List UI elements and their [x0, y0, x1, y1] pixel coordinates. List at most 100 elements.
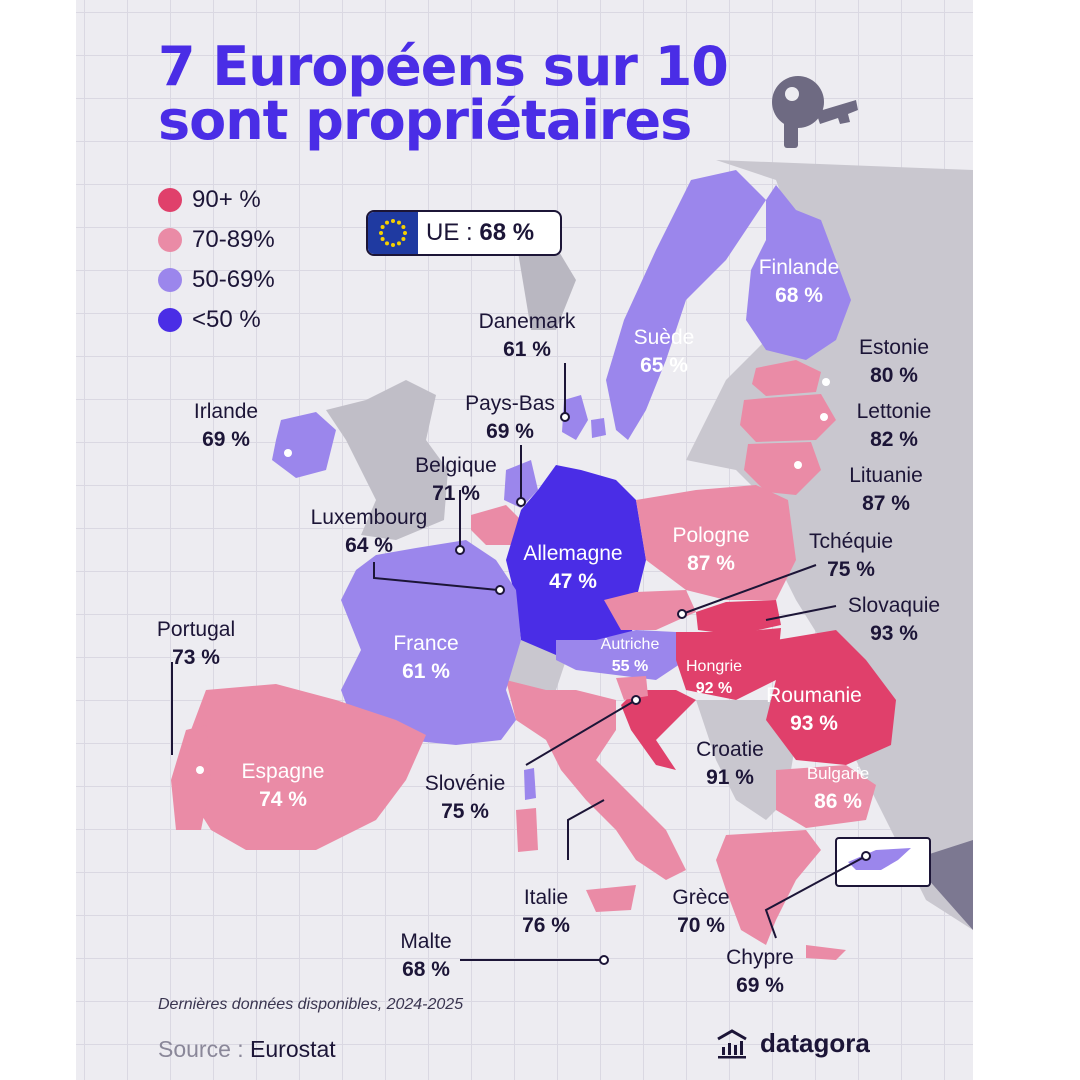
- country-name: Pologne: [672, 524, 750, 547]
- country-danemark: [562, 395, 606, 440]
- label-bulgarie: Bulgarie 86 %: [788, 760, 888, 816]
- country-bulgarie: [776, 765, 876, 828]
- label-italie: Italie 76 %: [496, 884, 596, 940]
- country-value: 68 %: [402, 958, 450, 981]
- label-tchequie: Tchéquie 75 %: [796, 528, 906, 584]
- label-france: France 61 %: [378, 630, 474, 686]
- country-value: 65 %: [640, 354, 688, 377]
- country-value: 64 %: [345, 534, 393, 557]
- country-name: Portugal: [156, 618, 236, 641]
- country-suede: [606, 170, 766, 440]
- country-name: Chypre: [726, 946, 794, 969]
- label-hongrie: Hongrie 92 %: [676, 656, 752, 700]
- label-luxembourg: Luxembourg 64 %: [294, 504, 444, 560]
- footnote: Dernières données disponibles, 2024-2025: [158, 996, 464, 1013]
- country-value: 92 %: [695, 680, 733, 697]
- label-malte: Malte 68 %: [376, 928, 476, 984]
- leader-lines: [171, 363, 867, 961]
- country-value: 93 %: [870, 622, 918, 645]
- brand-name: datagora: [760, 1028, 870, 1058]
- country-pologne: [636, 485, 796, 600]
- country-value: 68 %: [775, 284, 823, 307]
- label-grece: Grèce 70 %: [656, 884, 746, 940]
- eu-value: 68 %: [479, 219, 535, 246]
- country-value: 74 %: [259, 788, 307, 811]
- country-name: Croatie: [696, 738, 764, 761]
- country-name: Bulgarie: [806, 764, 870, 783]
- country-slovaquie: [696, 600, 781, 635]
- label-pologne: Pologne 87 %: [656, 522, 766, 578]
- brand-logo: datagora: [716, 1028, 870, 1059]
- country-france: [341, 540, 521, 745]
- legend-item-50-69: 50-69%: [158, 260, 275, 300]
- country-hongrie: [676, 628, 781, 700]
- label-lituanie: Lituanie 87 %: [831, 462, 941, 518]
- country-chypre: [848, 848, 911, 870]
- country-slovenie: [616, 676, 648, 700]
- country-value: 75 %: [827, 558, 875, 581]
- country-value: 61 %: [402, 660, 450, 683]
- eu-label: UE :: [426, 219, 473, 246]
- country-value: 47 %: [549, 570, 597, 593]
- country-value: 76 %: [522, 914, 570, 937]
- country-name: Estonie: [858, 336, 930, 359]
- country-name: Grèce: [672, 886, 730, 909]
- legend-label: 90+ %: [192, 186, 261, 213]
- country-name: Espagne: [241, 760, 325, 783]
- label-portugal: Portugal 73 %: [136, 616, 256, 672]
- label-estonie: Estonie 80 %: [844, 334, 944, 390]
- country-name: Lituanie: [849, 464, 923, 487]
- country-name: Roumanie: [766, 684, 862, 707]
- eu-average-text: UE : 68 %: [426, 219, 534, 247]
- country-value: 87 %: [862, 492, 910, 515]
- legend-swatch-90plus: [158, 188, 182, 212]
- country-name: Italie: [523, 886, 569, 909]
- country-value: 73 %: [172, 646, 220, 669]
- country-value: 69 %: [202, 428, 250, 451]
- country-name: Lettonie: [856, 400, 932, 423]
- label-chypre: Chypre 69 %: [712, 944, 808, 1000]
- label-belgique: Belgique 71 %: [396, 452, 516, 508]
- country-estonie: [752, 360, 821, 396]
- eu-average-badge: UE : 68 %: [366, 210, 562, 256]
- country-lituanie: [744, 442, 821, 495]
- country-value: 69 %: [736, 974, 784, 997]
- country-irlande: [272, 412, 336, 478]
- country-name: Pays-Bas: [465, 392, 555, 415]
- legend-item-90plus: 90+ %: [158, 180, 275, 220]
- label-finlande: Finlande 68 %: [744, 254, 854, 310]
- legend-label: <50 %: [192, 306, 261, 333]
- island-corse: [524, 768, 536, 800]
- country-portugal: [171, 725, 211, 830]
- page-title: 7 Européens sur 10 sont propriétaires: [158, 40, 729, 148]
- country-name: Suède: [633, 326, 695, 349]
- key-icon: [772, 76, 858, 148]
- label-irlande: Irlande 69 %: [176, 398, 276, 454]
- country-name: Slovaquie: [847, 594, 941, 617]
- country-espagne: [186, 684, 426, 850]
- country-name: France: [393, 632, 459, 655]
- label-suede: Suède 65 %: [624, 324, 704, 380]
- eu-flag-icon: [368, 212, 418, 254]
- country-value: 75 %: [441, 800, 489, 823]
- country-grece: [716, 830, 846, 960]
- country-roumanie: [766, 630, 896, 765]
- country-name: Danemark: [478, 310, 576, 333]
- country-croatie: [621, 690, 696, 770]
- label-lettonie: Lettonie 82 %: [844, 398, 944, 454]
- country-name: Slovénie: [424, 772, 506, 795]
- legend-swatch-70-89: [158, 228, 182, 252]
- country-name: Luxembourg: [310, 506, 428, 529]
- country-lettonie: [740, 394, 836, 442]
- label-pays-bas: Pays-Bas 69 %: [450, 390, 570, 446]
- country-value: 82 %: [870, 428, 918, 451]
- country-tchequie: [604, 590, 696, 630]
- label-slovenie: Slovénie 75 %: [410, 770, 520, 826]
- country-value: 93 %: [790, 712, 838, 735]
- country-name: Belgique: [415, 454, 497, 477]
- country-name: Autriche: [600, 636, 660, 653]
- capital-dots: [196, 378, 830, 774]
- title-line-1: 7 Européens sur 10: [158, 35, 729, 98]
- title-line-2: sont propriétaires: [158, 89, 692, 152]
- country-finlande: [746, 185, 851, 360]
